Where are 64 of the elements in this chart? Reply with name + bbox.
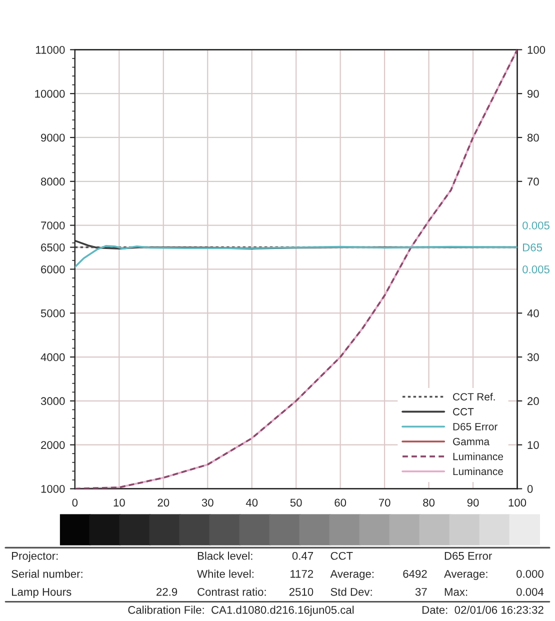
- legend-label: Gamma: [453, 438, 490, 446]
- y2-tick-label: 100: [528, 46, 546, 54]
- text: Average:: [444, 570, 488, 580]
- text: Serial number:: [12, 570, 82, 578]
- x-tick-label: 10: [114, 498, 125, 507]
- text: 0.004: [516, 588, 544, 596]
- text: Projector:: [12, 552, 58, 562]
- y-tick-label: 5000: [40, 309, 65, 318]
- y2-tick-label: 20: [528, 397, 539, 406]
- y3-tick-label: D65: [523, 244, 542, 252]
- text: 2510: [289, 588, 314, 596]
- text: D65 Error: [444, 552, 492, 560]
- y2-tick-label: 80: [527, 134, 539, 142]
- legend-label: D65 Error: [453, 422, 498, 430]
- x-tick-label: 50: [290, 498, 302, 507]
- x-tick-label: 90: [467, 498, 479, 507]
- text: Black level:: [198, 552, 252, 560]
- text: 22.9: [156, 588, 178, 596]
- x-tick-label: 30: [202, 498, 214, 507]
- text: 0.47: [292, 552, 314, 560]
- y-tick-label: 6500: [41, 244, 65, 252]
- y2-tick-label: 40: [527, 309, 539, 318]
- y-tick-label: 9000: [41, 134, 65, 142]
- text: 6492: [403, 570, 427, 578]
- text: 0.000: [516, 570, 544, 578]
- y2-tick-label: 90: [528, 90, 539, 98]
- text: 1172: [290, 570, 314, 578]
- x-tick-label: 60: [334, 498, 346, 507]
- y-tick-label: 1000: [41, 484, 65, 493]
- legend-label: CCT Ref.: [453, 392, 495, 401]
- text: CCT: [330, 552, 353, 560]
- x-tick-label: 0: [72, 498, 78, 507]
- text: Calibration File: CA1.d1080.d216.16jun05.cal: [128, 606, 354, 616]
- legend-label: CCT: [453, 408, 474, 416]
- y-tick-label: 3000: [40, 397, 65, 406]
- x-tick-label: 20: [158, 498, 170, 507]
- y-tick-label: 4000: [40, 353, 65, 362]
- legend-label: Luminance: [453, 452, 504, 460]
- y2-tick-label: 0: [527, 484, 533, 493]
- y-tick-label: 10000: [35, 90, 65, 98]
- y-tick-label: 11000: [36, 46, 65, 54]
- y-tick-label: 7000: [41, 222, 65, 230]
- text: 37: [415, 588, 427, 596]
- text: Std Dev:: [330, 588, 372, 596]
- y2-tick-label: 10: [528, 441, 539, 449]
- legend-label: Luminance: [453, 467, 504, 476]
- y-tick-label: 6000: [41, 265, 65, 274]
- y3-tick-label: 0.005: [522, 222, 550, 230]
- x-tick-label: 70: [378, 498, 390, 507]
- y3-tick-label: 0.005: [522, 265, 550, 274]
- text: Max:: [444, 588, 468, 596]
- x-tick-label: 40: [246, 498, 258, 507]
- x-tick-label: 80: [423, 498, 435, 507]
- x-tick-label: 100: [508, 498, 526, 507]
- y2-tick-label: 30: [527, 353, 539, 362]
- y-tick-label: 8000: [40, 178, 65, 186]
- text: Contrast ratio:: [198, 588, 266, 596]
- y-tick-label: 2000: [41, 441, 65, 449]
- line-series: [74, 245, 518, 268]
- text: Date: 02/01/06 16:23:32: [422, 606, 544, 614]
- text: White level:: [197, 570, 254, 578]
- text: Average:: [330, 570, 374, 580]
- y2-tick-label: 70: [528, 178, 539, 186]
- text: Lamp Hours: [12, 588, 72, 598]
